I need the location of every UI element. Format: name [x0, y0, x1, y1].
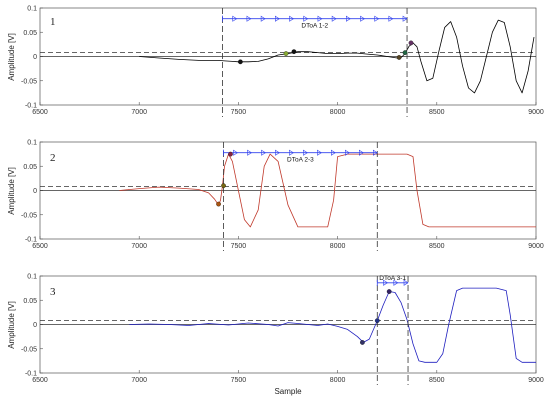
signal-series-line [129, 287, 536, 363]
panel-2: 2 Amplitude [V] 6500 7000 7500 8000 8500 9000… [7, 140, 544, 251]
dtoa-arrowhead [388, 15, 394, 22]
panel-1: 1 Amplitude [V] 6500 7000 7500 8000 8500 9000… [7, 6, 544, 117]
x-tick-label: 9000 [528, 243, 544, 250]
y-tick-label: 0 [33, 188, 37, 195]
dtoa-arrowhead [233, 149, 239, 156]
x-tick-label: 6500 [32, 377, 48, 384]
x-tick-label: 8500 [429, 377, 445, 384]
dtoa-arrowhead [383, 279, 389, 286]
y-tick-label: 0.1 [27, 6, 37, 13]
dtoa-arrowhead [289, 149, 294, 156]
x-tick-label: 9000 [528, 109, 544, 116]
dtoa-arrowhead [246, 15, 252, 22]
panel-label: 2 [50, 152, 56, 164]
dtoa-arrowhead [359, 149, 364, 156]
dtoa-arrowhead [303, 15, 309, 22]
x-axis-label: Sample [274, 387, 302, 396]
panel-label: 1 [50, 16, 56, 28]
dtoa-arrowhead [331, 15, 337, 22]
peak-marker [360, 340, 365, 345]
y-tick-label: -0.05 [21, 212, 37, 219]
x-tick-label: 7000 [131, 377, 147, 384]
dtoa-arrowhead [260, 15, 266, 22]
y-axis-label: Amplitude [V] [7, 33, 16, 81]
x-tick-label: 7500 [231, 109, 247, 116]
dtoa-arrowhead [331, 149, 336, 156]
x-tick-label: 6500 [32, 109, 48, 116]
peak-marker [408, 40, 414, 46]
y-tick-label: -0.1 [25, 371, 37, 378]
peak-marker [291, 49, 297, 55]
dtoa-arrowhead [402, 15, 408, 22]
y-tick-label: 0 [33, 54, 37, 61]
y-tick-label: -0.05 [21, 78, 37, 85]
peak-marker [238, 59, 243, 65]
peak-marker [402, 50, 408, 55]
peak-marker [283, 51, 289, 56]
dtoa-arrowhead [303, 149, 308, 156]
peak-marker [396, 55, 402, 60]
dtoa-arrowhead [317, 149, 322, 156]
dtoa-arrowhead [247, 149, 253, 156]
y-tick-label: -0.05 [21, 346, 37, 353]
x-tick-label: 7500 [231, 243, 247, 250]
peak-marker [386, 289, 392, 294]
x-tick-label: 8000 [330, 109, 346, 116]
dtoa-arrowhead [403, 279, 409, 286]
y-tick-label: 0.1 [27, 140, 37, 147]
dtoa-arrowhead [345, 149, 350, 156]
panel-label: 3 [50, 286, 56, 298]
x-tick-label: 8000 [330, 377, 346, 384]
dtoa-arrowhead [360, 15, 366, 22]
y-tick-label: -0.1 [25, 103, 37, 110]
x-tick-label: 8500 [429, 109, 445, 116]
dtoa-arrowhead [317, 15, 323, 22]
y-tick-label: 0.05 [23, 298, 37, 305]
dtoa-arrowhead [373, 149, 378, 156]
x-tick-label: 8000 [330, 243, 346, 250]
x-tick-label: 9000 [528, 377, 544, 384]
dtoa-arrowhead [374, 15, 380, 22]
y-tick-label: -0.1 [25, 237, 37, 244]
y-tick-label: 0.1 [27, 274, 37, 281]
peak-marker [374, 318, 380, 323]
dtoa-arrowhead [346, 15, 351, 22]
dtoa-arrowhead [232, 15, 238, 22]
peak-marker [221, 183, 226, 188]
peak-marker [216, 201, 221, 207]
dtoa-label: DToA 2-3 [287, 157, 314, 164]
x-tick-label: 7000 [131, 243, 147, 250]
dtoa-arrowhead [261, 149, 267, 156]
dtoa-label: DToA 1-2 [301, 23, 328, 30]
dtoa-arrowhead [289, 15, 295, 22]
dtoa-arrowhead [275, 15, 280, 22]
x-tick-label: 7500 [231, 377, 247, 384]
y-tick-label: 0.05 [23, 164, 37, 171]
x-tick-label: 6500 [32, 243, 48, 250]
dtoa-arrowhead [275, 149, 280, 156]
x-tick-label: 7000 [131, 109, 147, 116]
y-tick-label: 0 [33, 322, 37, 329]
peak-marker [228, 151, 233, 157]
y-axis-label: Amplitude [V] [7, 167, 16, 215]
dtoa-label: DToA 3-1 [379, 275, 406, 282]
y-axis-label: Amplitude [V] [7, 301, 16, 349]
y-tick-label: 0.05 [23, 30, 37, 37]
dtoa-arrowhead [393, 279, 399, 286]
panel-3: 3 Amplitude [V] Sample 6500 7000 7500 8000 8… [7, 274, 544, 397]
x-tick-label: 8500 [429, 243, 445, 250]
